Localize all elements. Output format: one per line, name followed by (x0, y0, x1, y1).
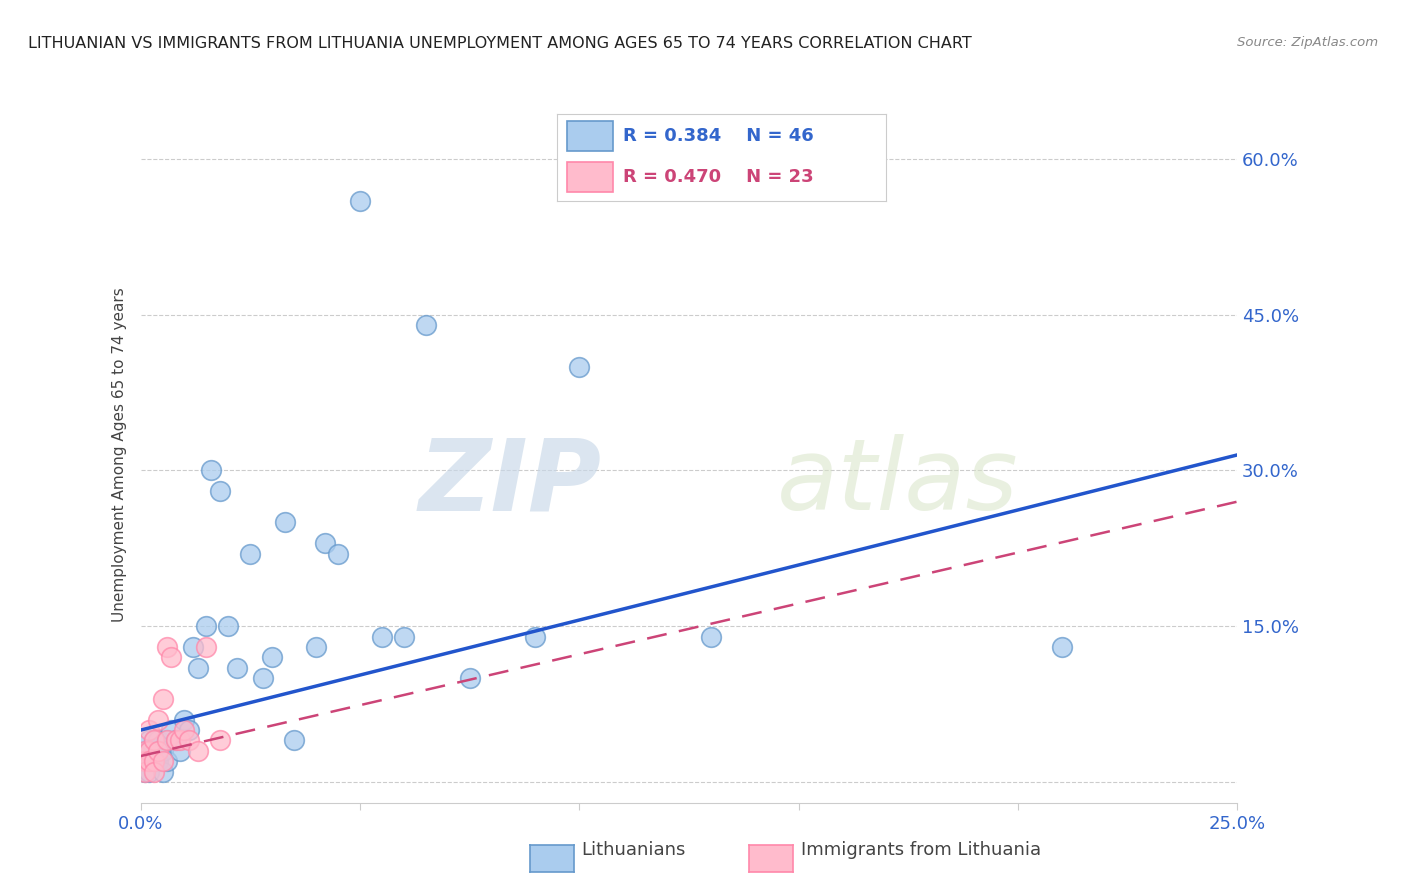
Point (252, 671, 274, 685)
Point (392, 630, 415, 644)
Y-axis label: Unemployment Among Ages 65 to 74 years: Unemployment Among Ages 65 to 74 years (111, 287, 127, 623)
Point (156, 733, 179, 747)
Point (305, 640, 328, 654)
Point (326, 547, 349, 561)
Point (152, 744, 174, 758)
Point (165, 733, 187, 747)
Point (173, 713, 195, 727)
Point (134, 764, 156, 779)
Point (239, 547, 262, 561)
Text: Source: ZipAtlas.com: Source: ZipAtlas.com (1237, 36, 1378, 49)
Point (152, 764, 174, 779)
Text: Lithuanians: Lithuanians (582, 841, 686, 859)
Point (146, 733, 169, 747)
Point (138, 754, 160, 768)
Point (138, 744, 160, 758)
Point (524, 630, 547, 644)
Point (160, 650, 183, 665)
Point (142, 754, 165, 768)
Point (314, 536, 336, 550)
Point (142, 733, 165, 747)
Point (146, 744, 169, 758)
Point (200, 463, 222, 477)
Point (134, 744, 156, 758)
Point (208, 484, 231, 499)
Point (152, 754, 174, 768)
Point (169, 733, 191, 747)
Point (142, 754, 165, 768)
Point (146, 713, 169, 727)
Point (458, 671, 481, 685)
Point (138, 754, 160, 768)
Point (146, 744, 169, 758)
Point (142, 764, 165, 779)
Point (146, 754, 169, 768)
Point (568, 359, 591, 374)
Point (142, 754, 165, 768)
Point (138, 733, 160, 747)
Point (134, 764, 156, 779)
Point (169, 744, 191, 758)
Point (208, 733, 231, 747)
Point (262, 650, 284, 665)
Point (160, 723, 183, 738)
Text: Immigrants from Lithuania: Immigrants from Lithuania (801, 841, 1040, 859)
Point (349, 194, 371, 208)
Text: LITHUANIAN VS IMMIGRANTS FROM LITHUANIA UNEMPLOYMENT AMONG AGES 65 TO 74 YEARS C: LITHUANIAN VS IMMIGRANTS FROM LITHUANIA … (28, 36, 972, 51)
Point (187, 744, 209, 758)
Point (138, 764, 160, 779)
Point (217, 619, 239, 633)
Point (187, 661, 209, 675)
Point (283, 733, 305, 747)
Point (173, 723, 195, 738)
Point (274, 516, 297, 530)
Point (177, 733, 200, 747)
Point (226, 661, 249, 675)
Point (156, 754, 179, 768)
Point (195, 619, 218, 633)
Point (371, 630, 394, 644)
Point (142, 733, 165, 747)
Text: ZIP: ZIP (418, 434, 602, 532)
Point (700, 630, 723, 644)
Point (134, 744, 156, 758)
Point (152, 692, 174, 706)
Point (138, 723, 160, 738)
Point (134, 754, 156, 768)
Point (165, 733, 187, 747)
Point (1050, 640, 1073, 654)
Point (138, 744, 160, 758)
Point (156, 733, 179, 747)
Point (156, 640, 179, 654)
Point (177, 723, 200, 738)
Point (195, 640, 218, 654)
Point (415, 318, 437, 332)
Point (181, 640, 204, 654)
Text: atlas: atlas (776, 434, 1018, 532)
Point (134, 754, 156, 768)
